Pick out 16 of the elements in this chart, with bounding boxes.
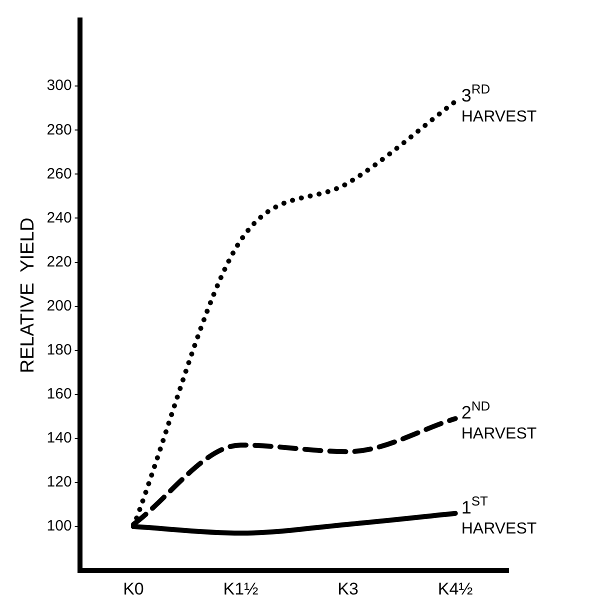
y-tick-label: 300 bbox=[46, 77, 72, 94]
y-tick-label: 280 bbox=[46, 121, 72, 138]
y-tick-label: 140 bbox=[46, 430, 72, 447]
x-tick-label: K1½ bbox=[223, 579, 258, 598]
y-tick-label: 180 bbox=[46, 342, 72, 358]
y-tick-label: 220 bbox=[46, 253, 72, 270]
y-axis-title: RELATIVE YIELD bbox=[18, 218, 39, 374]
y-tick-label: 240 bbox=[46, 209, 72, 226]
y-tick-label: 120 bbox=[46, 474, 72, 491]
y-tick-label: 200 bbox=[46, 297, 72, 314]
x-tick-label: K4½ bbox=[438, 579, 473, 598]
x-tick-label: K3 bbox=[338, 579, 358, 598]
x-tick-label: K0 bbox=[123, 579, 144, 598]
y-tick-label: 160 bbox=[46, 386, 72, 403]
y-tick-label: 260 bbox=[46, 165, 72, 182]
y-tick-label: 100 bbox=[46, 518, 72, 535]
